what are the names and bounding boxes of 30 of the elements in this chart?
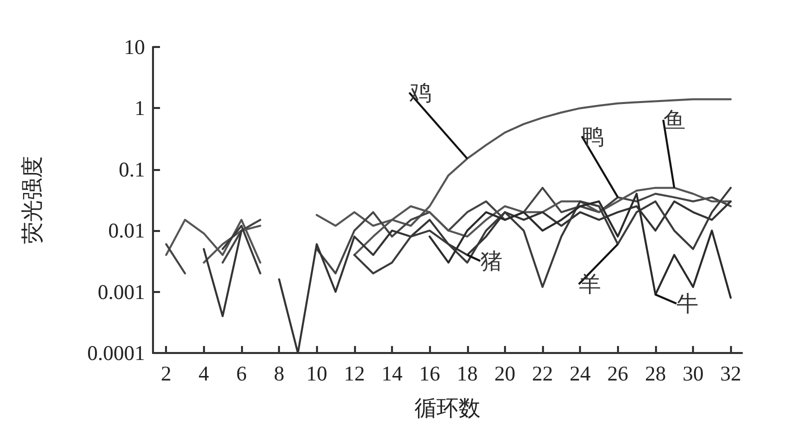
x-tick-label: 30 (682, 362, 704, 386)
x-tick-label: 20 (494, 362, 516, 386)
y-tick-label: 0.01 (108, 218, 145, 243)
text: 鱼 (663, 107, 686, 132)
x-tick-label: 16 (419, 362, 440, 386)
x-axis-title: 循环数 (414, 396, 480, 420)
x-tick-label: 12 (344, 362, 365, 386)
text: 鸡 (408, 80, 432, 106)
x-tick-label: 4 (198, 362, 210, 386)
y-tick-label: 0.001 (98, 280, 145, 304)
x-tick-label: 18 (456, 362, 478, 386)
x-tick-label: 26 (607, 362, 628, 386)
x-tick-label: 24 (570, 362, 592, 386)
x-tick-label: 14 (381, 362, 403, 386)
x-tick-label: 32 (720, 362, 742, 386)
text: 鸭 (582, 124, 604, 149)
series-label: 牛 (676, 291, 698, 316)
y-tick-label: 1 (134, 96, 145, 120)
x-tick-label: 8 (274, 362, 284, 386)
x-tick-label: 6 (236, 362, 247, 386)
x-tick-label: 2 (160, 362, 172, 386)
y-axis-title: 荧光强度 (20, 156, 44, 244)
x-tick-label: 28 (644, 362, 666, 386)
x-tick-label: 22 (532, 362, 554, 386)
y-tick-label: 0.0001 (87, 341, 145, 365)
series-label: 羊 (578, 272, 601, 297)
y-tick-label: 10 (124, 35, 145, 59)
y-tick-label: 0.1 (118, 157, 145, 182)
series-label: 猪 (480, 248, 502, 274)
x-tick-label: 10 (306, 362, 328, 386)
